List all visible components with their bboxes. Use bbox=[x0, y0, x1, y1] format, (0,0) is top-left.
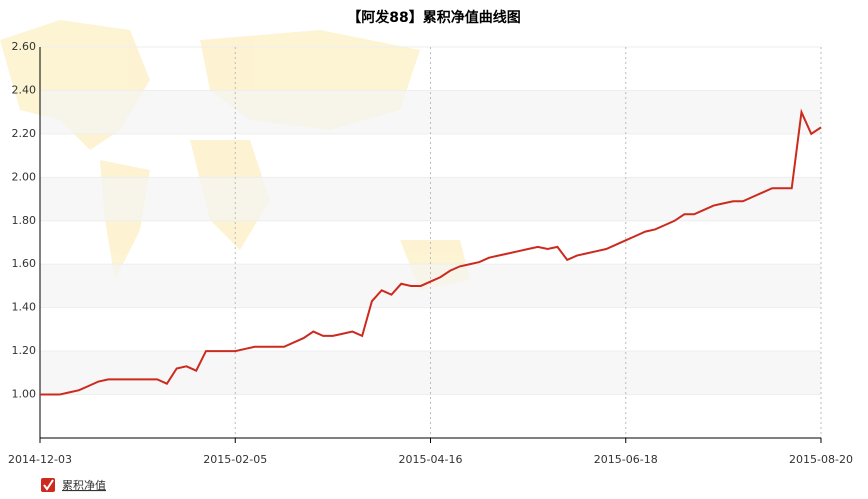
y-tick-label: 1.00 bbox=[12, 388, 37, 401]
grid-band bbox=[40, 264, 821, 308]
legend-check bbox=[43, 479, 54, 491]
y-tick-label: 2.60 bbox=[12, 40, 37, 53]
legend-label[interactable]: 累积净值 bbox=[62, 478, 106, 492]
x-tick-label: 2015-04-16 bbox=[399, 453, 463, 466]
chart-title: 【阿发88】累积净值曲线图 bbox=[347, 9, 520, 26]
x-tick-label: 2014-12-03 bbox=[8, 453, 72, 466]
legend[interactable]: 累积净值 bbox=[41, 478, 106, 492]
y-tick-label: 1.80 bbox=[12, 214, 37, 227]
x-tick-label: 2015-08-20 bbox=[789, 453, 853, 466]
x-tick-label: 2015-02-05 bbox=[203, 453, 267, 466]
x-tick-label: 2015-06-18 bbox=[594, 453, 658, 466]
y-tick-label: 1.40 bbox=[12, 301, 37, 314]
y-tick-label: 2.00 bbox=[12, 170, 37, 183]
y-tick-label: 1.20 bbox=[12, 344, 37, 357]
data-line bbox=[40, 108, 822, 396]
y-tick-label: 2.40 bbox=[12, 83, 37, 96]
y-tick-label: 1.60 bbox=[12, 257, 37, 270]
background-map bbox=[0, 20, 470, 290]
y-tick-label: 2.20 bbox=[12, 127, 37, 140]
